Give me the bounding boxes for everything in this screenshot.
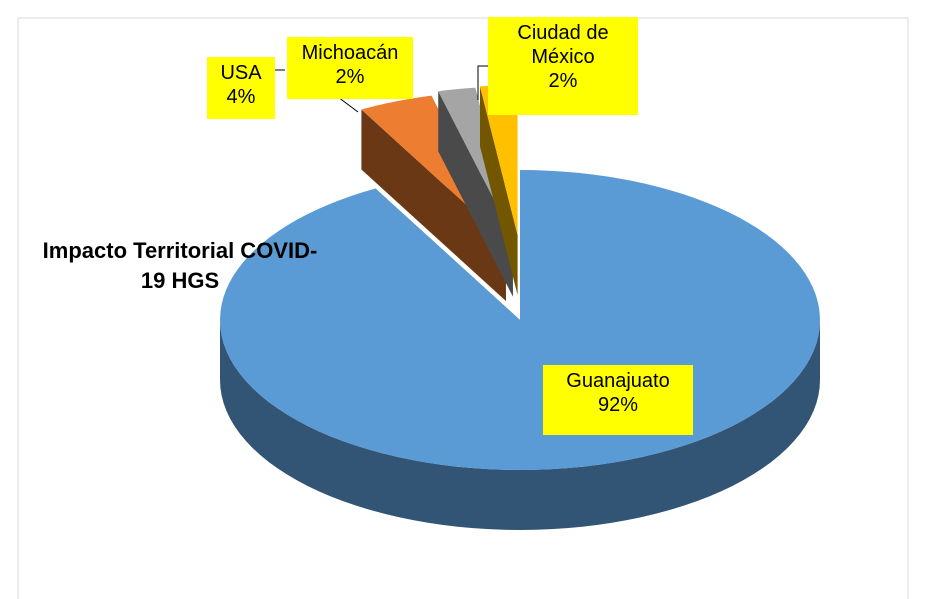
leader-line — [477, 65, 488, 100]
label-text: 4% — [226, 86, 256, 108]
label-text: 2% — [335, 66, 365, 88]
pie-slice — [220, 170, 820, 470]
label-text: USA — [220, 62, 262, 84]
slice-side — [479, 86, 518, 296]
slice-side — [220, 320, 820, 530]
chart-title: Impacto Territorial COVID-19 HGS — [42, 238, 318, 293]
slice-side — [438, 91, 513, 297]
label-text: Michoacán — [301, 42, 399, 64]
data-label: Ciudad de México 2% — [488, 17, 638, 115]
slice-side — [361, 109, 506, 301]
pie-slice — [479, 85, 518, 236]
label-text: Guanajuato — [566, 370, 670, 392]
data-label: Guanajuato 92% — [543, 365, 693, 435]
label-text: 2% — [548, 70, 578, 92]
label-text: Ciudad de México — [517, 22, 609, 68]
leader-line — [337, 96, 359, 113]
label-text: 92% — [597, 394, 639, 416]
chart-border — [17, 17, 909, 599]
data-label: USA 4% — [207, 57, 275, 119]
data-label: Michoacán 2% — [287, 37, 413, 99]
